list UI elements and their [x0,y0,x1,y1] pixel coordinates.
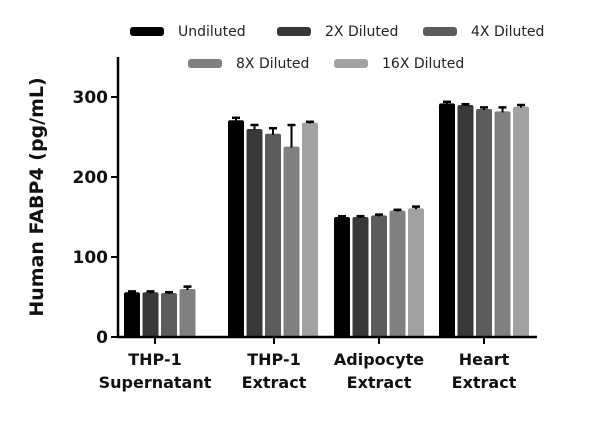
category-label-line: Supernatant [99,373,212,392]
bar [513,106,529,337]
category-label-line: Heart [459,350,510,369]
bar [302,122,318,337]
bar-group [439,100,529,338]
bar [228,120,244,337]
legend: Undiluted 2X Diluted 4X Diluted 8X Diluted 1… [130,24,544,72]
legend-label: 2X Diluted [325,24,398,40]
bar [494,111,511,338]
category-label: THP-1 Supernatant [99,350,212,392]
category-label: Adipocyte Extract [334,350,424,392]
bar [283,146,300,337]
bar-group [124,285,196,337]
legend-item: 4X Diluted [423,24,544,40]
legend-item: 8X Diluted [188,56,309,72]
category-label-line: Extract [347,373,412,392]
category-label-line: THP-1 [247,350,301,369]
bar [371,215,387,337]
bar [352,217,369,337]
x-axis-labels: THP-1 Supernatant THP-1 Extract Adipocyte Ext… [99,350,517,392]
legend-item: 16X Diluted [334,56,464,72]
legend-swatch [130,27,164,36]
category-label: THP-1 Extract [242,350,307,392]
bars [124,100,529,338]
category-label: Heart Extract [452,350,517,392]
category-label-line: Adipocyte [334,350,424,369]
bar [334,217,350,337]
legend-label: 16X Diluted [382,56,464,72]
legend-swatch [188,59,222,68]
bar-group [334,205,424,337]
legend-item: Undiluted [130,24,246,40]
bar-group [228,116,318,337]
legend-label: 8X Diluted [236,56,309,72]
legend-swatch [334,59,368,68]
axes: 0 100 200 300 [73,57,537,348]
legend-item: 2X Diluted [277,24,398,40]
y-axis-title-group: Human FABP4 (pg/mL) [26,77,48,316]
category-label-line: Extract [452,373,517,392]
bar [142,292,159,337]
y-tick-label: 200 [73,168,109,188]
legend-label: Undiluted [178,24,246,40]
legend-swatch [277,27,311,36]
bar [457,105,474,337]
category-label-line: THP-1 [128,350,182,369]
bar [179,289,196,337]
y-axis-title: Human FABP4 (pg/mL) [26,77,48,316]
bar [476,109,492,337]
bar [408,208,424,337]
y-tick-label: 100 [73,248,109,268]
legend-swatch [423,27,457,36]
bar [389,210,406,337]
bar [265,133,281,337]
y-tick-label: 300 [73,88,109,108]
bar [161,293,177,337]
bar [246,129,263,337]
category-label-line: Extract [242,373,307,392]
bar [439,103,455,338]
bar [124,292,140,337]
y-tick-label: 0 [96,328,108,348]
legend-label: 4X Diluted [471,24,544,40]
